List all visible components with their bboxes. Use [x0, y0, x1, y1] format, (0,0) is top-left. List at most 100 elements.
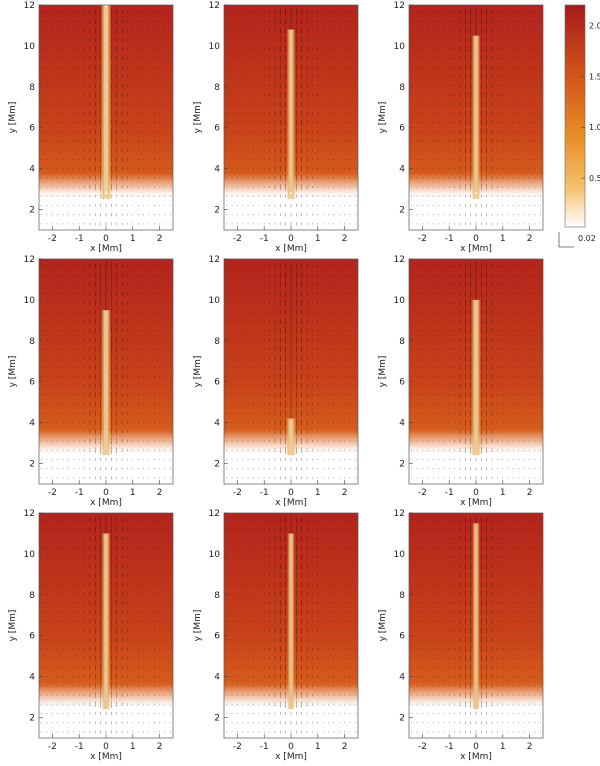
- x-tick-label: 2: [157, 488, 163, 498]
- y-tick-label: 6: [29, 124, 35, 134]
- y-tick-label: 10: [24, 42, 36, 52]
- y-tick-label: 6: [399, 632, 405, 642]
- y-tick-label: 10: [209, 296, 221, 306]
- x-tick-label: -2: [233, 488, 242, 498]
- x-tick-label: -1: [75, 488, 84, 498]
- chromosphere-region: [39, 451, 173, 484]
- jet: [287, 533, 295, 710]
- x-tick-label: 0: [288, 488, 294, 498]
- y-tick-label: 4: [399, 419, 405, 429]
- x-tick-label: -2: [48, 742, 57, 752]
- x-tick-label: -1: [260, 234, 269, 244]
- y-tick-label: 2: [399, 206, 405, 216]
- y-tick-label: 8: [214, 337, 220, 347]
- y-tick-label: 4: [399, 673, 405, 683]
- colorbar-tick-label: 1.0: [589, 123, 600, 132]
- y-tick-label: 8: [399, 337, 405, 347]
- x-tick-label: 1: [130, 488, 136, 498]
- y-tick-label: 2: [214, 714, 220, 724]
- x-tick-label: -2: [418, 742, 427, 752]
- chromosphere-region: [224, 195, 358, 230]
- x-tick-label: 1: [500, 742, 506, 752]
- x-tick-label: 0: [103, 234, 109, 244]
- x-tick-label: 2: [527, 742, 533, 752]
- x-tick-label: -1: [75, 742, 84, 752]
- x-tick-label: -2: [233, 234, 242, 244]
- velocity-field: [226, 7, 356, 226]
- y-tick-label: 4: [214, 165, 220, 175]
- y-axis-label: y [Mm]: [193, 610, 203, 642]
- y-tick-label: 12: [24, 509, 35, 519]
- x-tick-label: 1: [500, 234, 506, 244]
- y-tick-label: 4: [399, 165, 405, 175]
- y-tick-label: 12: [24, 255, 35, 265]
- velocity-field: [41, 7, 171, 226]
- x-tick-label: -1: [75, 234, 84, 244]
- y-tick-label: 6: [214, 632, 220, 642]
- x-axis-label: x [Mm]: [90, 244, 122, 254]
- x-tick-label: -2: [418, 234, 427, 244]
- x-tick-label: 1: [315, 742, 321, 752]
- x-tick-label: -1: [445, 742, 454, 752]
- y-tick-label: 2: [29, 714, 35, 724]
- y-axis-label: y [Mm]: [378, 610, 388, 642]
- y-axis-label: y [Mm]: [378, 102, 388, 134]
- x-tick-label: 0: [288, 234, 294, 244]
- y-tick-label: 6: [399, 378, 405, 388]
- y-tick-label: 12: [209, 509, 220, 519]
- y-tick-label: 4: [214, 673, 220, 683]
- jet: [100, 310, 112, 456]
- velocity-field: [41, 515, 171, 734]
- x-tick-label: -2: [48, 234, 57, 244]
- x-tick-label: 2: [342, 234, 348, 244]
- x-tick-label: 1: [315, 488, 321, 498]
- y-tick-label: 12: [209, 1, 220, 11]
- y-tick-label: 2: [399, 714, 405, 724]
- jet: [470, 299, 482, 456]
- jet: [285, 418, 297, 456]
- vector-scale-label: 0.02: [578, 234, 596, 243]
- x-axis-label: x [Mm]: [275, 752, 307, 762]
- x-tick-label: 0: [473, 488, 479, 498]
- y-tick-label: 12: [209, 255, 220, 265]
- x-tick-label: 0: [103, 742, 109, 752]
- y-tick-label: 10: [24, 550, 36, 560]
- y-tick-label: 2: [399, 460, 405, 470]
- jet: [101, 533, 111, 710]
- y-tick-label: 8: [29, 83, 35, 93]
- y-axis-label: y [Mm]: [378, 356, 388, 388]
- x-axis-label: x [Mm]: [90, 498, 122, 508]
- colorbar-tick-label: 1.5: [589, 72, 600, 81]
- x-tick-label: 1: [315, 234, 321, 244]
- chromosphere-region: [409, 451, 543, 484]
- y-tick-label: 2: [214, 206, 220, 216]
- x-tick-label: 1: [130, 742, 136, 752]
- x-tick-label: -2: [233, 742, 242, 752]
- chromosphere-region: [409, 705, 543, 738]
- x-tick-label: 2: [342, 488, 348, 498]
- y-tick-label: 6: [29, 378, 35, 388]
- y-axis-label: y [Mm]: [8, 610, 18, 642]
- velocity-field: [41, 261, 171, 480]
- y-tick-label: 10: [394, 296, 406, 306]
- x-tick-label: 0: [288, 742, 294, 752]
- y-tick-label: 2: [29, 460, 35, 470]
- colorbar-tick-label: 0.5: [589, 174, 600, 183]
- x-axis-label: x [Mm]: [275, 498, 307, 508]
- y-tick-label: 12: [394, 509, 405, 519]
- x-axis-label: x [Mm]: [460, 752, 492, 762]
- y-tick-label: 10: [394, 42, 406, 52]
- y-tick-label: 4: [214, 419, 220, 429]
- y-tick-label: 6: [29, 632, 35, 642]
- y-tick-label: 8: [29, 591, 35, 601]
- x-tick-label: 0: [473, 234, 479, 244]
- y-tick-label: 6: [214, 378, 220, 388]
- y-tick-label: 10: [209, 550, 221, 560]
